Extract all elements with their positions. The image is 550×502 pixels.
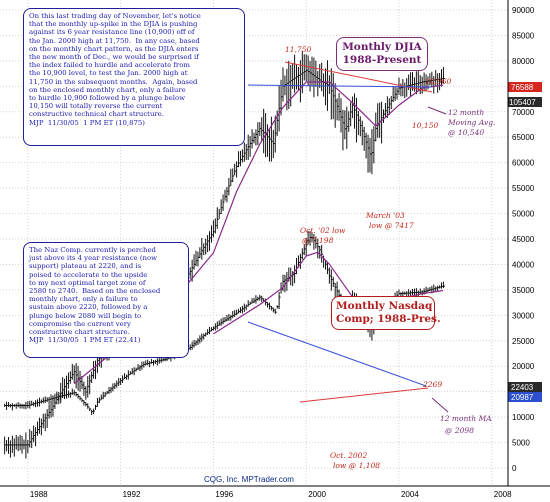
x-tick-label: 1992 <box>123 490 141 499</box>
djia-support-label: 10,150 <box>412 121 438 130</box>
price-tag-naz-1 <box>508 382 542 392</box>
x-tick-label: 2000 <box>308 490 326 499</box>
djia-ma-label-2: Moving Avg. <box>447 118 495 127</box>
price-tag-naz-2 <box>508 392 542 402</box>
y-tick-label: 25000 <box>512 337 535 346</box>
naz-ma-label-1: 12 month MA <box>440 414 492 423</box>
nasdaq-title-box: Monthly Nasdaq Comp; 1988-Pres. <box>331 296 441 330</box>
djia-ma-label-3: @ 10,540 <box>448 128 484 137</box>
price-tags: 76588 105407 22403 20987 <box>508 82 542 402</box>
nasdaq-commentary: The Naz Comp. currently is perched just … <box>23 242 189 358</box>
djia-commentary: On this last trading day of November, le… <box>23 8 245 146</box>
footer-credit: CQG, Inc. MPTrader.com <box>204 475 294 484</box>
y-tick-label: 0 <box>512 464 517 473</box>
y-tick-label: 5000 <box>512 439 530 448</box>
y-tick-label: 80000 <box>512 57 535 66</box>
naz-oct-label-1: Oct. '02 low <box>300 226 346 235</box>
djia-low-label-1: March '03 <box>365 211 405 220</box>
naz-ma-pointer <box>431 397 449 413</box>
y-tick-label: 70000 <box>512 108 535 117</box>
y-tick-label: 45000 <box>512 235 535 244</box>
naz-low-label-1: Oct. 2002 <box>330 451 367 460</box>
djia-ma-label-1: 12 month <box>448 108 484 117</box>
naz-low-label-2: low @ 1,108 <box>333 461 380 470</box>
djia-high-label: 11,750 <box>285 45 311 54</box>
y-tick-label: 85000 <box>512 31 535 40</box>
x-tick-label: 2008 <box>494 490 512 499</box>
naz-oct-label-2: @ 7,198 <box>302 236 334 245</box>
y-tick-label: 35000 <box>512 286 535 295</box>
djia-horizontal-line <box>247 84 433 88</box>
price-tag-naz-2-text: 20987 <box>511 393 534 402</box>
naz-resistance-line <box>299 387 429 403</box>
djia-title-box: Monthly DJIA 1988-Present <box>336 37 428 71</box>
naz-res-label: 2269 <box>422 380 442 389</box>
y-tick-label: 20000 <box>512 362 535 371</box>
y-tick-label: 65000 <box>512 133 535 142</box>
x-tick-label: 1988 <box>30 490 48 499</box>
y-tick-label: 60000 <box>512 159 535 168</box>
naz-blue-line <box>247 321 427 387</box>
price-tag-djia-1 <box>508 82 542 92</box>
y-tick-label: 55000 <box>512 184 535 193</box>
x-tick-label: 2004 <box>401 490 419 499</box>
y-tick-label: 90000 <box>512 6 535 15</box>
y-tick-label: 10000 <box>512 413 535 422</box>
y-tick-label: 50000 <box>512 210 535 219</box>
naz-ma-label-2: @ 2098 <box>445 426 474 435</box>
right-axis: 9000085000800007500070000650006000055000… <box>512 6 535 473</box>
price-tag-djia-2-text: 105407 <box>509 98 536 107</box>
y-tick-label: 40000 <box>512 260 535 269</box>
price-tag-djia-1-text: 76588 <box>511 83 534 92</box>
y-tick-label: 30000 <box>512 311 535 320</box>
price-tag-djia-2 <box>508 97 542 107</box>
djia-res-label: 10,960 <box>425 77 451 86</box>
x-tick-label: 1996 <box>215 490 233 499</box>
djia-low-label-2: low @ 7417 <box>369 221 414 230</box>
price-tag-naz-1-text: 22403 <box>511 383 534 392</box>
x-axis: 1988 1992 1996 2000 2004 2008 <box>30 490 512 499</box>
djia-ma-pointer <box>427 106 447 115</box>
